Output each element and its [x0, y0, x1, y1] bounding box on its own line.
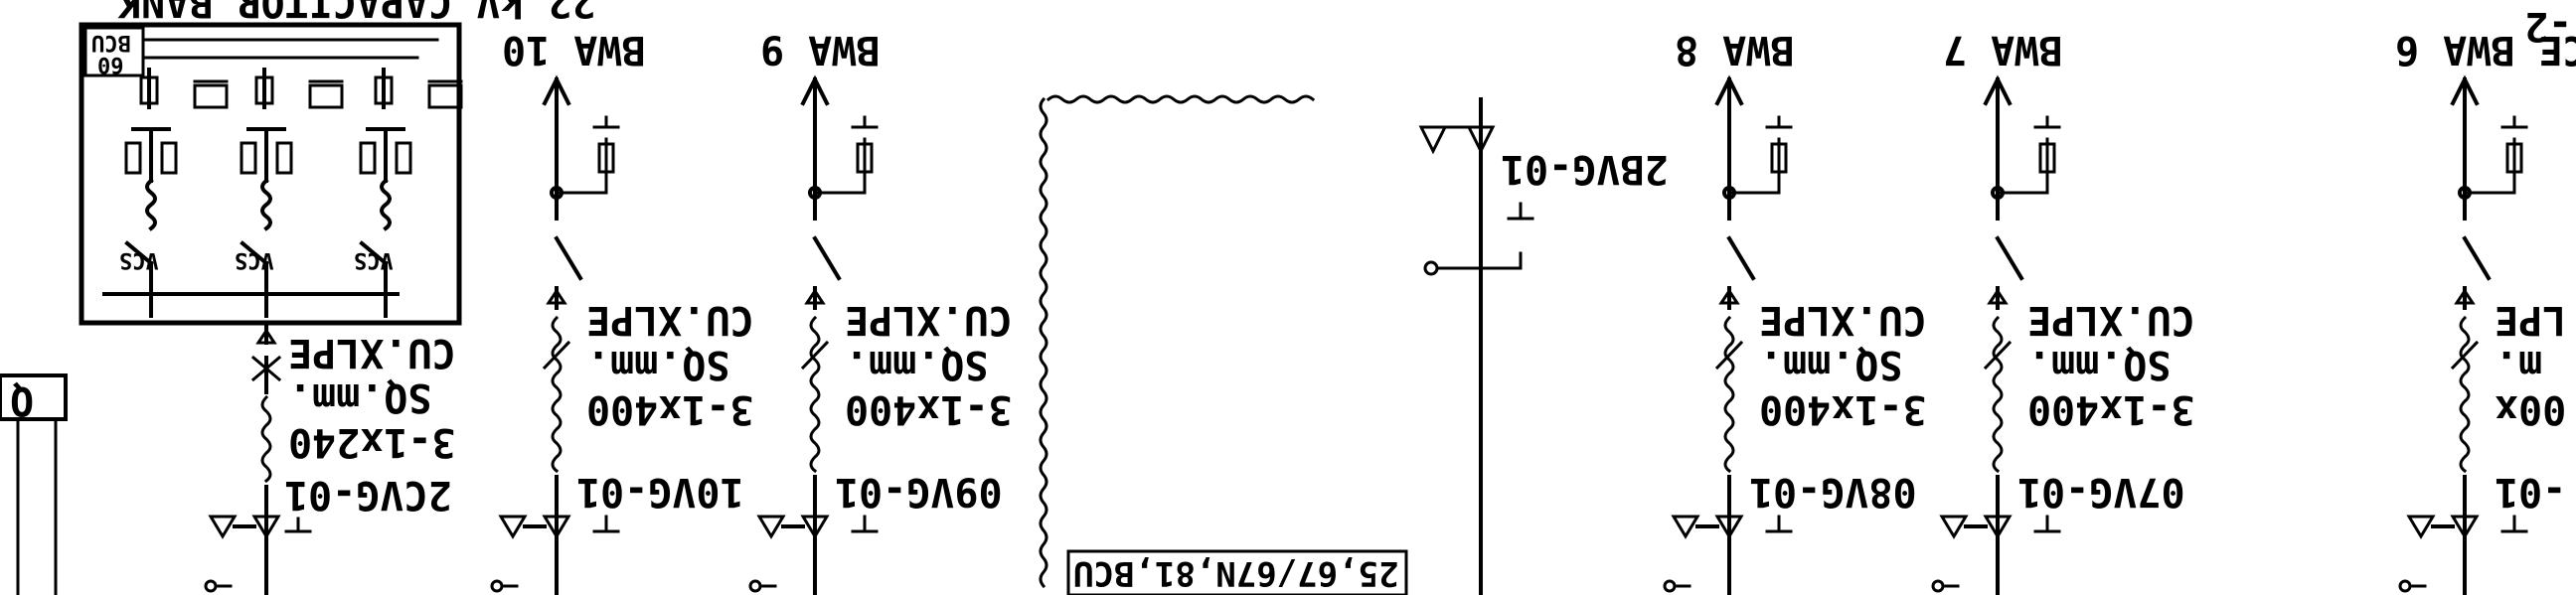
- feeder-bwa8-destination: BWA 8: [1675, 27, 1795, 73]
- feeder-bwa10-cable-type: CU.XLPE: [586, 297, 754, 343]
- feeder-bwa6-panel: -01: [2495, 469, 2567, 515]
- feeder-bwa10: [490, 74, 620, 595]
- capacitor-branch-3: [359, 68, 463, 296]
- feeder-bwa7-panel: 07VG-01: [2017, 469, 2185, 515]
- capacitor-bank-title: 22 kV CAPACITOR BANK: [117, 0, 596, 25]
- feeder-bwa10-cable-size: 3-1x400: [586, 386, 754, 432]
- feeder-bwa10-panel: 10VG-01: [576, 469, 744, 515]
- feeder-bwa9-destination: BWA 9: [760, 27, 881, 73]
- bus-coupler-panel: 2BVG-01: [1501, 146, 1669, 192]
- bcu-box-number: 60: [97, 52, 124, 76]
- feeder-bwa9-panel: 09VG-01: [835, 469, 1003, 515]
- feeder-bwa8: [1663, 74, 1793, 595]
- capacitor-branch-1: [124, 68, 229, 296]
- feeder-capacitor: [204, 321, 312, 595]
- feeder-cap-cable-unit: SQ.mm.: [288, 374, 432, 420]
- bus-coupler-section: [1039, 94, 1534, 595]
- vcs-label-2: VCS: [235, 247, 274, 272]
- protection-devices-label: 25,67/67N,81,BCU: [1073, 553, 1399, 593]
- feeder-bwa8-cable-unit: SQ.mm.: [1759, 342, 1903, 387]
- feeder-bwa7-cable-unit: SQ.mm.: [2027, 342, 2172, 387]
- feeder-bwa6-cable-unit: m.: [2495, 342, 2543, 387]
- feeder-bwa10-destination: BWA 10: [502, 27, 646, 73]
- feeder-bwa8-panel: 08VG-01: [1749, 469, 1917, 515]
- feeder-bwa6-cable-type: LPE: [2495, 297, 2567, 343]
- capacitor-branch-2: [240, 68, 344, 296]
- feeder-bwa9-cable-unit: SQ.mm.: [845, 342, 989, 387]
- feeder-bwa7-destination: BWA 7: [1943, 27, 2063, 73]
- feeder-bwa8-cable-type: CU.XLPE: [1759, 297, 1927, 343]
- feeder-bwa10-cable-unit: SQ.mm.: [586, 342, 730, 387]
- capacitor-bank-enclosure: [79, 22, 463, 326]
- feeder-bwa6-cable-size: 00x: [2495, 386, 2567, 432]
- feeder-bwa7: [1931, 74, 2061, 595]
- feeder-bwa9: [748, 74, 879, 595]
- feeder-cap-cable-size: 3-1x240: [288, 419, 456, 465]
- feeder-cap-panel: 2CVG-01: [284, 472, 452, 518]
- vcs-label-1: VCS: [119, 247, 159, 272]
- feeder-bwa8-cable-size: 3-1x400: [1759, 386, 1927, 432]
- vcs-label-3: VCS: [354, 247, 394, 272]
- feeder-bwa7-cable-size: 3-1x400: [2027, 386, 2195, 432]
- bcu-box-label: BCU: [91, 30, 131, 55]
- feeder-q-label: Q: [10, 377, 35, 423]
- feeder-bwa6: [2398, 74, 2528, 595]
- feeder-q-box: [0, 373, 68, 595]
- feeder-bwa6-destination: CE BWA 6: [2395, 27, 2576, 73]
- feeder-bwa9-cable-type: CU.XLPE: [845, 297, 1013, 343]
- feeder-cap-cable-type: CU.XLPE: [288, 330, 456, 375]
- feeder-bwa9-cable-size: 3-1x400: [845, 386, 1013, 432]
- feeder-bwa7-cable-type: CU.XLPE: [2027, 297, 2195, 343]
